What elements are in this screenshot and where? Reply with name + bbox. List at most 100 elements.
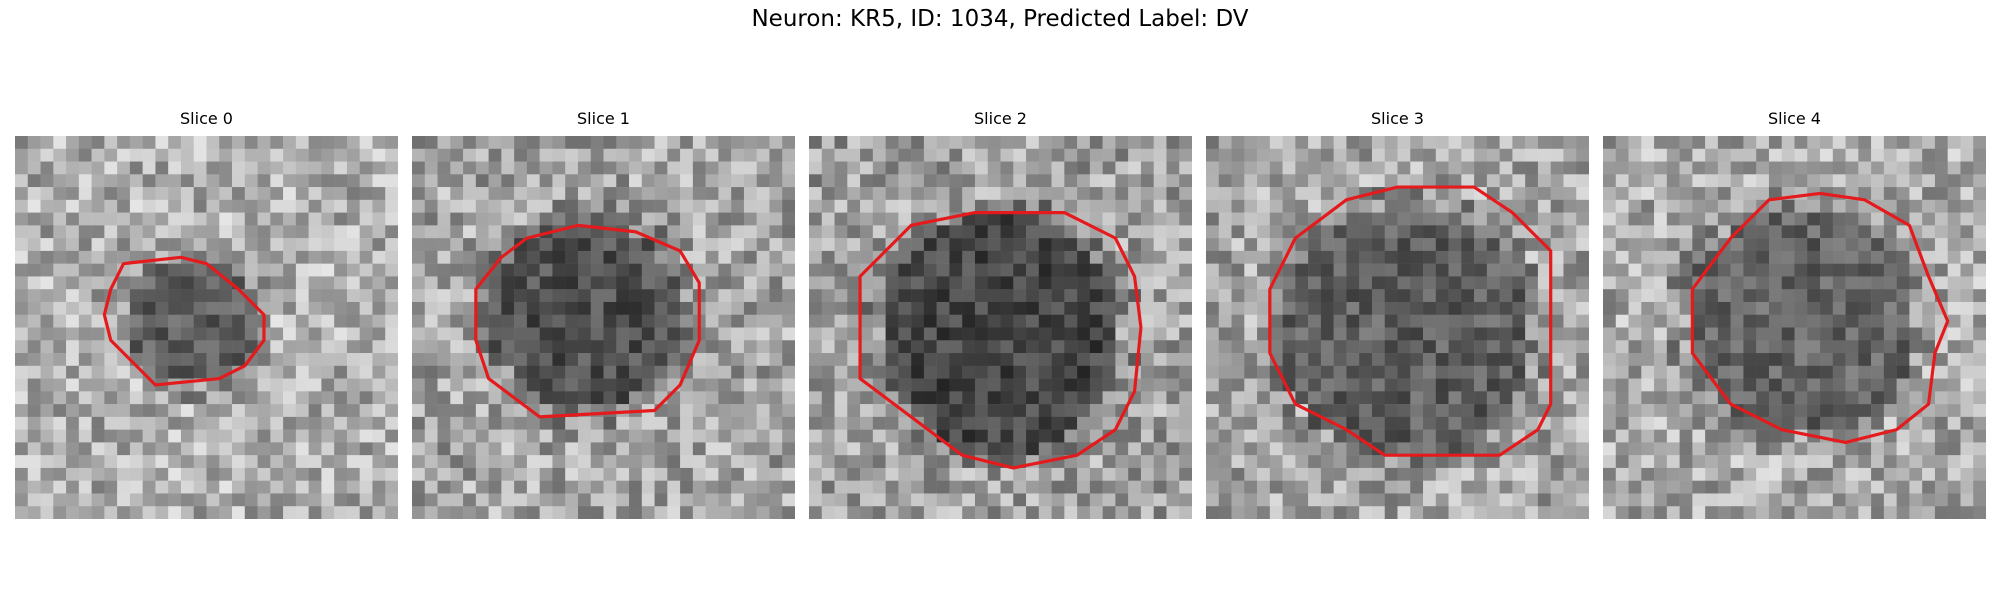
pixel xyxy=(1461,314,1475,328)
pixel xyxy=(1320,238,1334,252)
pixel xyxy=(654,212,668,226)
pixel xyxy=(1397,225,1411,239)
pixel xyxy=(488,225,502,239)
pixel xyxy=(1820,212,1834,226)
pixel xyxy=(257,378,271,392)
pixel xyxy=(974,506,988,519)
pixel xyxy=(1858,187,1872,201)
pixel xyxy=(104,187,118,201)
pixel xyxy=(463,250,477,264)
pixel xyxy=(1550,506,1564,519)
pixel xyxy=(1654,301,1668,315)
pixel xyxy=(104,199,118,213)
pixel xyxy=(731,429,745,443)
pixel xyxy=(667,289,681,303)
pixel xyxy=(1166,250,1180,264)
pixel xyxy=(206,506,220,519)
pixel xyxy=(385,378,398,392)
pixel xyxy=(514,187,528,201)
pixel xyxy=(1486,493,1500,507)
pixel xyxy=(1051,493,1065,507)
pixel xyxy=(1000,174,1014,188)
pixel xyxy=(1576,353,1589,367)
pixel xyxy=(1576,442,1589,456)
pixel xyxy=(1871,212,1885,226)
pixel xyxy=(1026,353,1040,367)
pixel xyxy=(1333,442,1347,456)
pixel xyxy=(1603,250,1617,264)
pixel xyxy=(1231,467,1245,481)
pixel xyxy=(565,429,579,443)
pixel xyxy=(66,442,80,456)
pixel xyxy=(1244,199,1258,213)
figure-title: Neuron: KR5, ID: 1034, Predicted Label: … xyxy=(751,6,1249,32)
pixel xyxy=(1423,199,1437,213)
pixel xyxy=(1231,199,1245,213)
pixel xyxy=(974,429,988,443)
pixel xyxy=(539,365,553,379)
pixel xyxy=(629,161,643,175)
pixel xyxy=(1359,199,1373,213)
pixel xyxy=(1064,289,1078,303)
pixel xyxy=(1947,416,1961,430)
pixel xyxy=(142,161,156,175)
pixel xyxy=(437,404,451,418)
pixel xyxy=(1576,480,1589,494)
pixel xyxy=(91,467,105,481)
pixel xyxy=(1781,199,1795,213)
pixel xyxy=(1077,365,1091,379)
pixel xyxy=(308,365,322,379)
pixel xyxy=(15,442,29,456)
pixel xyxy=(769,353,783,367)
pixel xyxy=(1038,263,1052,277)
pixel xyxy=(232,301,246,315)
pixel xyxy=(437,289,451,303)
pixel xyxy=(1257,238,1271,252)
pixel xyxy=(78,506,92,519)
pixel xyxy=(1359,289,1373,303)
pixel xyxy=(1320,467,1334,481)
pixel xyxy=(1423,455,1437,469)
pixel xyxy=(1730,250,1744,264)
pixel xyxy=(53,289,67,303)
pixel xyxy=(809,327,823,341)
pixel xyxy=(308,250,322,264)
pixel xyxy=(283,225,297,239)
pixel xyxy=(295,199,309,213)
pixel xyxy=(1333,314,1347,328)
pixel xyxy=(1448,442,1462,456)
pixel xyxy=(1794,506,1808,519)
pixel xyxy=(1486,301,1500,315)
pixel xyxy=(1934,187,1948,201)
pixel xyxy=(526,161,540,175)
pixel xyxy=(1410,442,1424,456)
pixel xyxy=(1269,455,1283,469)
pixel xyxy=(40,467,54,481)
pixel xyxy=(923,276,937,290)
pixel xyxy=(501,289,515,303)
pixel xyxy=(475,212,489,226)
pixel xyxy=(1871,161,1885,175)
pixel xyxy=(949,250,963,264)
pixel xyxy=(577,212,591,226)
pixel xyxy=(1947,391,1961,405)
pixel xyxy=(1576,250,1589,264)
pixel xyxy=(1909,467,1923,481)
pixel xyxy=(117,455,131,469)
pixel xyxy=(372,416,386,430)
pixel xyxy=(1705,442,1719,456)
pixel xyxy=(1512,327,1526,341)
pixel xyxy=(40,429,54,443)
pixel xyxy=(936,289,950,303)
pixel xyxy=(412,225,426,239)
pixel xyxy=(1705,161,1719,175)
pixel xyxy=(539,442,553,456)
pixel xyxy=(1550,340,1564,354)
pixel xyxy=(372,289,386,303)
pixel xyxy=(1883,416,1897,430)
pixel xyxy=(295,212,309,226)
pixel xyxy=(514,199,528,213)
pixel xyxy=(974,276,988,290)
pixel xyxy=(1474,493,1488,507)
pixel xyxy=(1102,199,1116,213)
